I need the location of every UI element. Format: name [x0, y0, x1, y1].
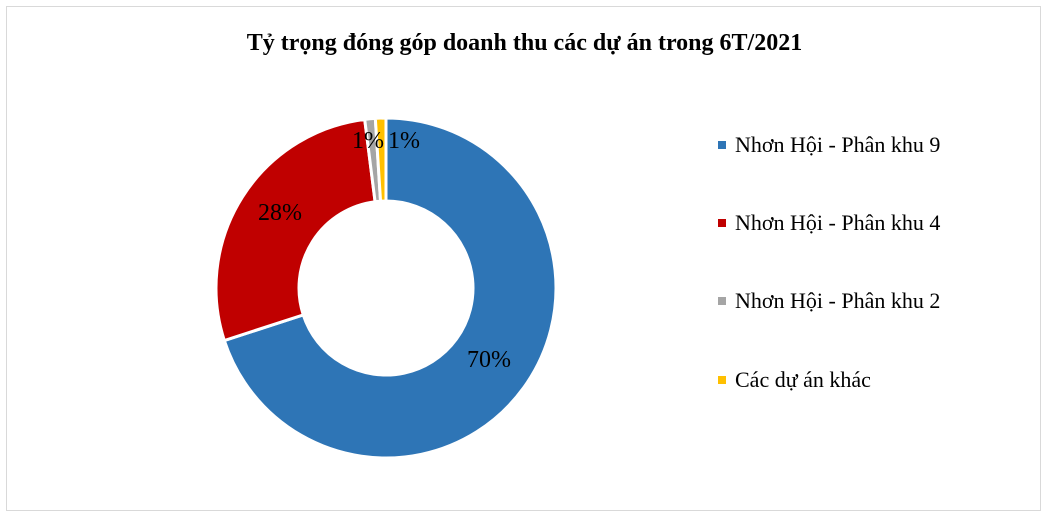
data-label-phan-khu-4: 28%	[258, 200, 302, 226]
chart-title: Tỷ trọng đóng góp doanh thu các dự án tr…	[246, 30, 803, 56]
legend-label-phan-khu-2: Nhơn Hội - Phân khu 2	[735, 288, 941, 313]
data-label-du-an-khac: 1%	[388, 128, 420, 154]
legend-label-phan-khu-4: Nhơn Hội - Phân khu 4	[735, 210, 941, 235]
slice-phan-khu-9	[222, 116, 558, 460]
slice-du-an-khac	[373, 116, 388, 203]
legend-swatch-du-an-khac	[718, 376, 726, 384]
legend-swatch-phan-khu-4	[718, 219, 726, 227]
slice-phan-khu-4	[214, 117, 377, 343]
legend-label-phan-khu-9: Nhơn Hội - Phân khu 9	[735, 132, 941, 157]
legend-label-du-an-khac: Các dự án khác	[735, 367, 871, 392]
legend-item-phan-khu-9: Nhơn Hội - Phân khu 9	[718, 130, 940, 160]
data-label-phan-khu-9: 70%	[467, 347, 511, 373]
legend-item-phan-khu-2: Nhơn Hội - Phân khu 2	[718, 286, 940, 316]
legend-swatch-phan-khu-2	[718, 297, 726, 305]
legend-swatch-phan-khu-9	[718, 141, 726, 149]
data-label-phan-khu-2: 1%	[352, 128, 384, 154]
legend-item-du-an-khac: Các dự án khác	[718, 365, 871, 395]
legend-item-phan-khu-4: Nhơn Hội - Phân khu 4	[718, 208, 940, 238]
